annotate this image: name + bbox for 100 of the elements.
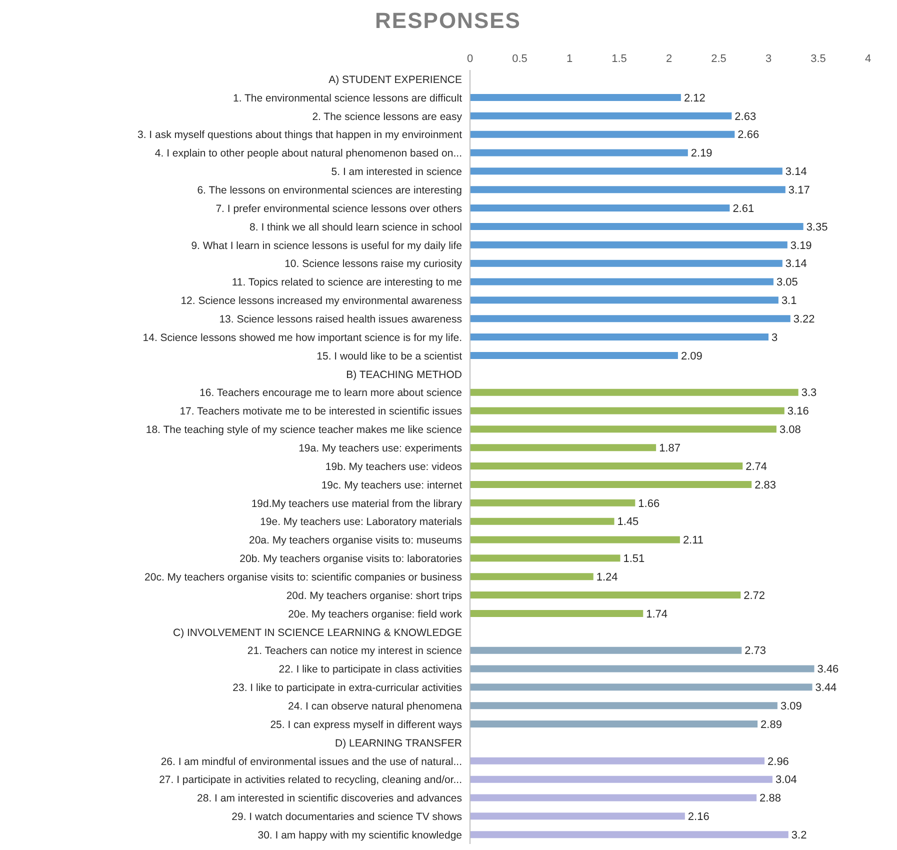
y-tick-label: 11. Topics related to science are interesting to me bbox=[232, 276, 462, 289]
data-label: 1.66 bbox=[638, 498, 660, 510]
data-label: 3.19 bbox=[790, 240, 812, 252]
data-label: 3 bbox=[772, 332, 778, 344]
bar bbox=[470, 794, 757, 802]
y-tick-label: 14. Science lessons showed me how important science is for my life. bbox=[142, 332, 462, 344]
data-label: 2.88 bbox=[760, 792, 781, 805]
bar bbox=[470, 536, 680, 544]
y-tick-label: 5. I am interested in science bbox=[331, 166, 462, 178]
chart-title: RESPONSES bbox=[374, 8, 522, 35]
bar bbox=[470, 204, 730, 212]
y-tick-label: 20e. My teachers organise: field work bbox=[288, 608, 463, 620]
y-tick-label: B) TEACHING METHOD bbox=[346, 368, 462, 381]
bar bbox=[470, 812, 685, 820]
bar bbox=[470, 149, 688, 156]
bar bbox=[470, 831, 788, 838]
data-label: 3.09 bbox=[780, 700, 802, 713]
bar bbox=[470, 702, 778, 710]
x-tick-label: 2.5 bbox=[711, 53, 726, 65]
data-label: 2.09 bbox=[680, 350, 702, 362]
y-tick-label: 30. I am happy with my scientific knowledge bbox=[258, 830, 462, 842]
x-tick-label: 0 bbox=[466, 53, 474, 65]
y-tick-label: 20d. My teachers organise: short trips bbox=[286, 590, 462, 602]
data-label: 3.2 bbox=[791, 830, 807, 842]
y-tick-label: 28. I am interested in scientific discoveries and advances bbox=[197, 792, 462, 805]
bar bbox=[470, 278, 774, 286]
data-label: 3.16 bbox=[787, 406, 809, 418]
y-tick-label: 13. Science lessons raised health issues awareness bbox=[219, 314, 462, 326]
bar bbox=[470, 168, 782, 175]
y-tick-label: 15. I would like to be a scientist bbox=[316, 350, 462, 362]
y-tick-label: 19c. My teachers use: internet bbox=[321, 479, 462, 492]
y-tick-label: 1. The environmental science lessons are difficult bbox=[233, 92, 462, 104]
y-tick-label: 27. I participate in activities related to recycling, cleaning and/or... bbox=[159, 774, 462, 786]
data-label: 3.44 bbox=[815, 682, 837, 694]
bar bbox=[470, 444, 656, 452]
data-label: 3.17 bbox=[788, 184, 810, 197]
y-tick-label: C) INVOLVEMENT IN SCIENCE LEARNING & KNOWLEDGE bbox=[173, 626, 462, 639]
data-label: 3.14 bbox=[785, 258, 807, 270]
bar bbox=[470, 554, 620, 562]
bar bbox=[470, 407, 784, 414]
y-tick-label: 25. I can express myself in different ways bbox=[270, 718, 462, 731]
y-tick-label: 20c. My teachers organise visits to: scientific companies or business bbox=[144, 572, 462, 584]
data-label: 3.46 bbox=[817, 664, 839, 676]
bar bbox=[470, 720, 758, 728]
y-tick-label: 9. What I learn in science lessons is useful for my daily life bbox=[191, 240, 462, 252]
y-tick-label: 19d.My teachers use material from the library bbox=[251, 498, 463, 510]
data-label: 2.16 bbox=[688, 811, 710, 824]
data-label: 2.96 bbox=[768, 756, 789, 768]
x-tick-label: 1.5 bbox=[612, 53, 627, 65]
y-tick-label: 17. Teachers motivate me to be interested in scientific issues bbox=[180, 406, 462, 418]
y-tick-label: 19e. My teachers use: Laboratory materials bbox=[260, 516, 462, 528]
x-tick-label: 3 bbox=[765, 53, 772, 65]
data-label: 3.08 bbox=[779, 424, 801, 436]
y-tick-label: 12. Science lessons increased my environmental awareness bbox=[180, 295, 462, 308]
y-tick-label: 3. I ask myself questions about things that happen in my enviroinment bbox=[137, 129, 462, 142]
bar bbox=[470, 776, 772, 783]
bar bbox=[470, 573, 594, 580]
x-tick-label: 3.5 bbox=[810, 53, 826, 65]
bar bbox=[470, 388, 798, 396]
bar bbox=[470, 241, 788, 248]
bar bbox=[470, 296, 778, 304]
data-label: 2.11 bbox=[682, 534, 704, 547]
x-tick-label: 1 bbox=[566, 53, 573, 65]
y-tick-label: 8. I think we all should learn science in school bbox=[250, 221, 462, 234]
data-label: 3.04 bbox=[775, 774, 797, 786]
bar bbox=[470, 665, 814, 672]
y-tick-label: 6. The lessons on environmental sciences are interesting bbox=[197, 184, 462, 197]
bar bbox=[470, 334, 768, 341]
y-tick-label: 22. I like to participate in class activities bbox=[278, 664, 462, 676]
data-label: 2.83 bbox=[754, 479, 776, 492]
data-label: 2.12 bbox=[684, 92, 706, 104]
y-tick-label: 19a. My teachers use: experiments bbox=[298, 442, 462, 455]
y-tick-label: 16. Teachers encourage me to learn more about science bbox=[200, 387, 462, 400]
data-label: 1.51 bbox=[623, 553, 645, 566]
y-tick-label: 2. The science lessons are easy bbox=[312, 110, 463, 123]
bar bbox=[470, 112, 732, 120]
x-tick-label: 4 bbox=[864, 53, 872, 65]
y-tick-label: 20b. My teachers organise visits to: laboratories bbox=[240, 553, 462, 566]
bar bbox=[470, 518, 614, 525]
data-label: 1.74 bbox=[646, 608, 668, 620]
y-tick-label: 29. I watch documentaries and science TV shows bbox=[232, 811, 462, 824]
data-label: 2.73 bbox=[744, 645, 766, 658]
bar bbox=[470, 499, 636, 506]
y-tick-label: 21. Teachers can notice my interest in science bbox=[247, 645, 462, 658]
bar bbox=[470, 130, 735, 138]
y-tick-label: D) LEARNING TRANSFER bbox=[335, 737, 462, 750]
data-label: 1.45 bbox=[617, 516, 639, 528]
data-label: 3.05 bbox=[776, 276, 798, 289]
bar bbox=[470, 646, 742, 654]
data-label: 3.22 bbox=[793, 314, 815, 326]
bar bbox=[470, 426, 776, 433]
bar bbox=[470, 94, 681, 101]
data-label: 2.89 bbox=[760, 718, 782, 731]
bar bbox=[470, 315, 790, 322]
bar bbox=[470, 260, 782, 267]
data-label: 3.3 bbox=[801, 387, 817, 400]
data-label: 3.14 bbox=[785, 166, 807, 178]
bar bbox=[470, 480, 752, 488]
x-tick-label: 2 bbox=[666, 53, 672, 65]
data-label: 2.63 bbox=[734, 110, 756, 123]
